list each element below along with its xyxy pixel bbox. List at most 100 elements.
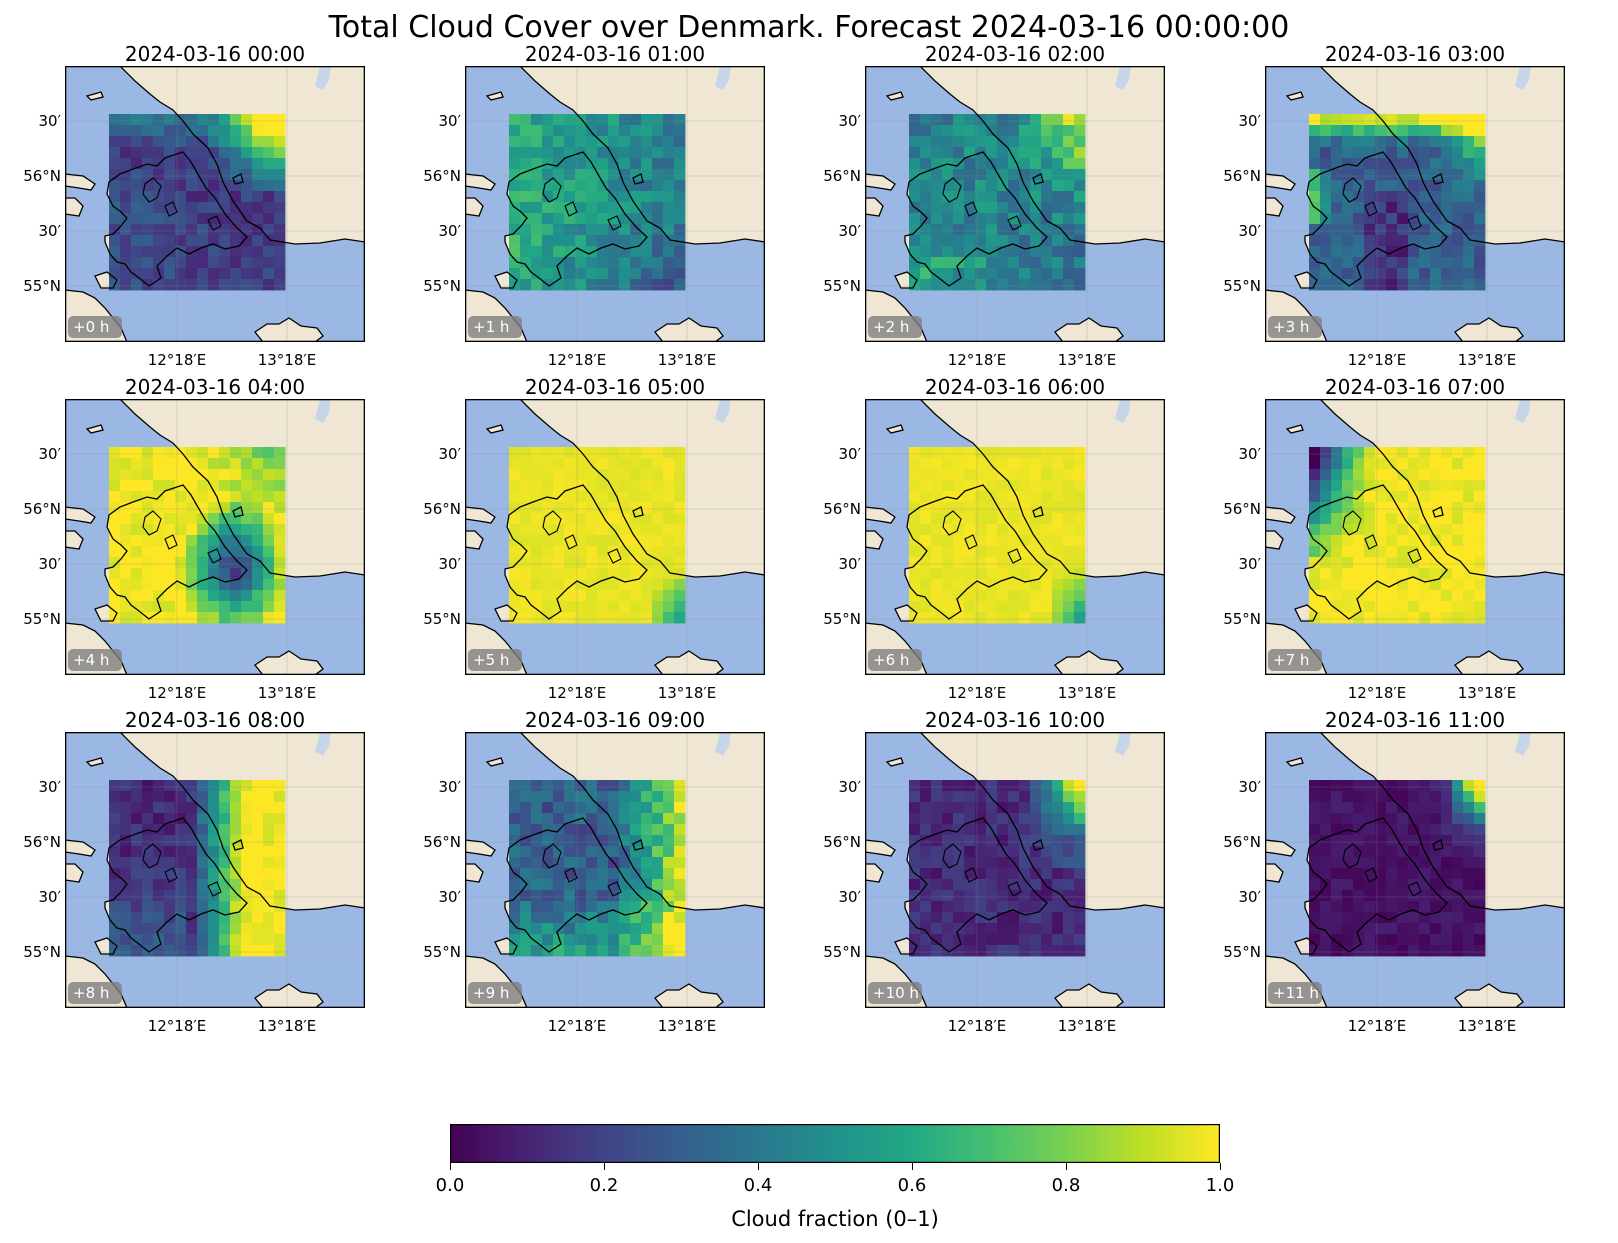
longitude-tick-label: 12°18′E xyxy=(547,684,607,702)
longitude-tick-label: 13°18′E xyxy=(1457,1017,1517,1035)
lead-time-badge xyxy=(68,982,122,1004)
latitude-tick-label: 55°N xyxy=(823,610,861,628)
colorbar-tick-mark xyxy=(603,1163,605,1170)
latitude-tick-label: 30′ xyxy=(438,555,462,573)
lead-time-label: +4 h xyxy=(73,651,109,669)
latitude-tick-label: 30′ xyxy=(838,222,862,240)
lead-time-label: +8 h xyxy=(73,984,109,1002)
forecast-panel: 2024-03-16 02:00 +2 h 30′ 56°N 30′ 55°N 12°18′… xyxy=(823,42,1165,389)
cloud-grid xyxy=(1309,780,1486,957)
cloud-grid xyxy=(509,114,686,291)
latitude-tick-label: 55°N xyxy=(423,277,461,295)
lead-time-label: +9 h xyxy=(473,984,509,1002)
latitude-tick-label: 55°N xyxy=(423,610,461,628)
longitude-tick-label: 12°18′E xyxy=(1347,351,1407,369)
latitude-tick-label: 30′ xyxy=(838,445,862,463)
forecast-panel: 2024-03-16 06:00 +6 h 30′ 56°N 30′ 55°N 12°18′… xyxy=(823,375,1165,722)
colorbar-tick-mark xyxy=(1065,1163,1067,1170)
colorbar-tick-label: 0.2 xyxy=(589,1175,619,1196)
lead-time-badge xyxy=(468,982,522,1004)
lead-time-label: +11 h xyxy=(1273,984,1319,1002)
latitude-tick-label: 56°N xyxy=(423,500,461,518)
colorbar-tick-mark xyxy=(449,1163,451,1170)
cloud-grid xyxy=(1309,114,1486,291)
colorbar-tick-label: 0.6 xyxy=(897,1175,927,1196)
cloud-grid xyxy=(109,780,286,957)
latitude-tick-label: 55°N xyxy=(1223,943,1261,961)
latitude-tick-label: 30′ xyxy=(1238,222,1262,240)
cloud-grid xyxy=(509,780,686,957)
latitude-tick-label: 56°N xyxy=(23,500,61,518)
latitude-tick-label: 56°N xyxy=(1223,833,1261,851)
forecast-panel: 2024-03-16 07:00 +7 h 30′ 56°N 30′ 55°N 12°18′… xyxy=(1223,375,1565,722)
latitude-tick-label: 56°N xyxy=(1223,500,1261,518)
forecast-panel: 2024-03-16 08:00 +8 h 30′ 56°N 30′ 55°N 12°18′… xyxy=(23,708,365,1055)
lead-time-badge xyxy=(1268,982,1322,1004)
latitude-tick-label: 30′ xyxy=(38,112,62,130)
panel-title: 2024-03-16 08:00 xyxy=(124,708,306,732)
longitude-tick-label: 13°18′E xyxy=(1457,684,1517,702)
lead-time-badge xyxy=(68,316,122,338)
lead-time-badge xyxy=(868,316,922,338)
longitude-tick-label: 12°18′E xyxy=(1347,1017,1407,1035)
lead-time-label: +7 h xyxy=(1273,651,1309,669)
longitude-tick-label: 13°18′E xyxy=(1057,351,1117,369)
cloud-cover-map: +11 h xyxy=(1265,732,1565,1008)
cloud-grid xyxy=(109,447,286,624)
forecast-panel: 2024-03-16 04:00 +4 h 30′ 56°N 30′ 55°N 12°18′… xyxy=(23,375,365,722)
colorbar-tick-mark xyxy=(1219,1163,1221,1170)
colorbar-tick-label: 0.8 xyxy=(1051,1175,1081,1196)
lead-time-badge xyxy=(1268,316,1322,338)
panel-title: 2024-03-16 03:00 xyxy=(1324,42,1506,66)
latitude-tick-label: 30′ xyxy=(1238,888,1262,906)
panel-title: 2024-03-16 00:00 xyxy=(124,42,306,66)
colorbar-tick-label: 0.0 xyxy=(435,1175,465,1196)
panel-title: 2024-03-16 05:00 xyxy=(524,375,706,399)
cloud-cover-map: +6 h xyxy=(865,399,1165,675)
latitude-tick-label: 30′ xyxy=(838,112,862,130)
cloud-cover-map: +2 h xyxy=(865,66,1165,342)
latitude-tick-label: 55°N xyxy=(823,943,861,961)
latitude-tick-label: 30′ xyxy=(438,778,462,796)
latitude-tick-label: 55°N xyxy=(23,943,61,961)
cloud-cover-map: +8 h xyxy=(65,732,365,1008)
lead-time-label: +3 h xyxy=(1273,318,1309,336)
lead-time-label: +2 h xyxy=(873,318,909,336)
latitude-tick-label: 30′ xyxy=(438,112,462,130)
latitude-tick-label: 30′ xyxy=(38,555,62,573)
colorbar-tick-mark xyxy=(911,1163,913,1170)
cloud-cover-map: +7 h xyxy=(1265,399,1565,675)
latitude-tick-label: 55°N xyxy=(1223,277,1261,295)
lead-time-label: +5 h xyxy=(473,651,509,669)
longitude-tick-label: 13°18′E xyxy=(1057,1017,1117,1035)
panel-title: 2024-03-16 11:00 xyxy=(1324,708,1506,732)
cloud-cover-map: +1 h xyxy=(465,66,765,342)
forecast-panel: 2024-03-16 05:00 +5 h 30′ 56°N 30′ 55°N 12°18′… xyxy=(423,375,765,722)
latitude-tick-label: 30′ xyxy=(438,445,462,463)
longitude-tick-label: 13°18′E xyxy=(1457,351,1517,369)
longitude-tick-label: 13°18′E xyxy=(257,351,317,369)
lead-time-badge xyxy=(468,316,522,338)
cloud-grid xyxy=(1309,447,1486,624)
colorbar-tick-mark xyxy=(757,1163,759,1170)
longitude-tick-label: 13°18′E xyxy=(257,684,317,702)
lead-time-badge xyxy=(68,649,122,671)
latitude-tick-label: 56°N xyxy=(23,833,61,851)
cloud-cover-map: +5 h xyxy=(465,399,765,675)
colorbar xyxy=(450,1124,1220,1163)
latitude-tick-label: 55°N xyxy=(23,277,61,295)
longitude-tick-label: 13°18′E xyxy=(657,1017,717,1035)
lead-time-label: +6 h xyxy=(873,651,909,669)
latitude-tick-label: 56°N xyxy=(1223,167,1261,185)
latitude-tick-label: 56°N xyxy=(423,167,461,185)
lead-time-label: +10 h xyxy=(873,984,919,1002)
longitude-tick-label: 13°18′E xyxy=(257,1017,317,1035)
panel-title: 2024-03-16 04:00 xyxy=(124,375,306,399)
latitude-tick-label: 55°N xyxy=(23,610,61,628)
longitude-tick-label: 12°18′E xyxy=(947,684,1007,702)
latitude-tick-label: 30′ xyxy=(38,778,62,796)
cloud-grid xyxy=(909,447,1086,624)
longitude-tick-label: 12°18′E xyxy=(1347,684,1407,702)
colorbar-label: Cloud fraction (0–1) xyxy=(731,1207,939,1231)
cloud-cover-map: +4 h xyxy=(65,399,365,675)
